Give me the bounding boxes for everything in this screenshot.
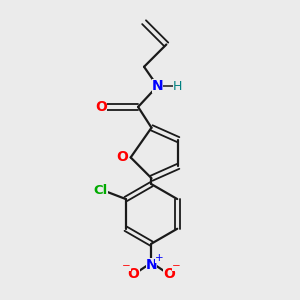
- Text: N: N: [152, 79, 163, 93]
- Text: N: N: [146, 258, 157, 272]
- Text: Cl: Cl: [93, 184, 108, 196]
- Text: −: −: [122, 261, 130, 271]
- Text: +: +: [154, 254, 163, 263]
- Text: O: O: [95, 100, 107, 114]
- Text: H: H: [173, 80, 182, 93]
- Text: O: O: [164, 267, 175, 281]
- Text: O: O: [128, 267, 140, 281]
- Text: O: O: [116, 150, 128, 164]
- Text: −: −: [172, 261, 181, 271]
